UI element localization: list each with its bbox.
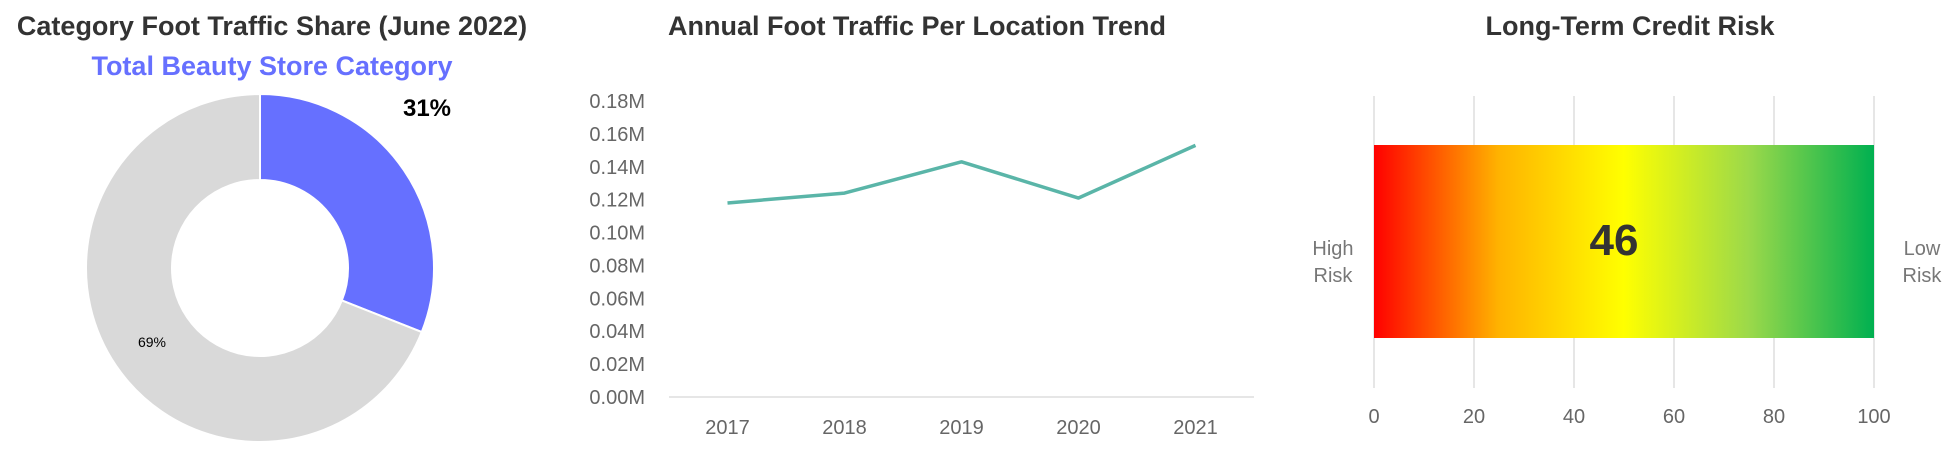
series-line-1 [727, 143, 1197, 205]
credit-risk-x-axis-ticks: 0 20 40 60 80 100 [1368, 406, 1890, 428]
slice-label-69: 69% [138, 334, 166, 350]
donut-slice-2 [85, 92, 424, 443]
x-tick-label: 2017 [705, 417, 750, 439]
y-tick-label: 0.04M [589, 321, 645, 343]
y-tick-label: 0.14M [589, 157, 645, 179]
x-tick-label: 2019 [939, 417, 984, 439]
x-tick-label: 40 [1563, 406, 1585, 428]
x-tick-label: 80 [1763, 406, 1785, 428]
y-tick-label: 0.16M [589, 124, 645, 146]
x-tick-label: 2021 [1173, 417, 1218, 439]
high-risk-label-line2: Risk [1314, 265, 1354, 287]
donut-slices [85, 92, 435, 443]
credit-risk-score: 46 [1590, 216, 1639, 265]
x-tick-label: 0 [1368, 406, 1379, 428]
x-tick-label: 2020 [1056, 417, 1101, 439]
slice-label-31: 31% [403, 95, 451, 122]
low-risk-label-line1: Low [1904, 238, 1941, 260]
high-risk-label-line1: High [1312, 238, 1353, 260]
y-tick-label: 0.00M [589, 387, 645, 409]
x-tick-label: 20 [1463, 406, 1485, 428]
y-tick-label: 0.02M [589, 354, 645, 376]
low-risk-label-line2: Risk [1903, 265, 1943, 287]
y-tick-label: 0.06M [589, 288, 645, 310]
line-chart-panel: Annual Foot Traffic Per Location Trend 0… [589, 11, 1254, 439]
credit-risk-gradient-bar [1374, 145, 1874, 338]
credit-risk-panel: Long-Term Credit Risk 46 High Risk Low R… [1312, 11, 1942, 428]
y-tick-label: 0.18M [589, 91, 645, 113]
y-tick-label: 0.08M [589, 255, 645, 277]
donut-chart-panel: Category Foot Traffic Share (June 2022) … [17, 11, 527, 443]
line-x-axis-ticks: 2017 2018 2019 2020 2021 [705, 417, 1218, 439]
x-tick-label: 60 [1663, 406, 1685, 428]
x-tick-label: 100 [1857, 406, 1890, 428]
y-tick-label: 0.10M [589, 223, 645, 245]
credit-risk-title: Long-Term Credit Risk [1485, 11, 1775, 41]
line-y-axis-ticks: 0.00M 0.02M 0.04M 0.06M 0.08M 0.10M 0.12M 0.14M… [589, 91, 645, 409]
x-tick-label: 2018 [822, 417, 867, 439]
donut-chart-subtitle: Total Beauty Store Category [91, 51, 452, 81]
line-chart-title: Annual Foot Traffic Per Location Trend [668, 11, 1166, 41]
y-tick-label: 0.12M [589, 190, 645, 212]
donut-slice-1 [259, 92, 435, 334]
line-series [727, 143, 1197, 205]
donut-chart-title: Category Foot Traffic Share (June 2022) [17, 11, 527, 41]
